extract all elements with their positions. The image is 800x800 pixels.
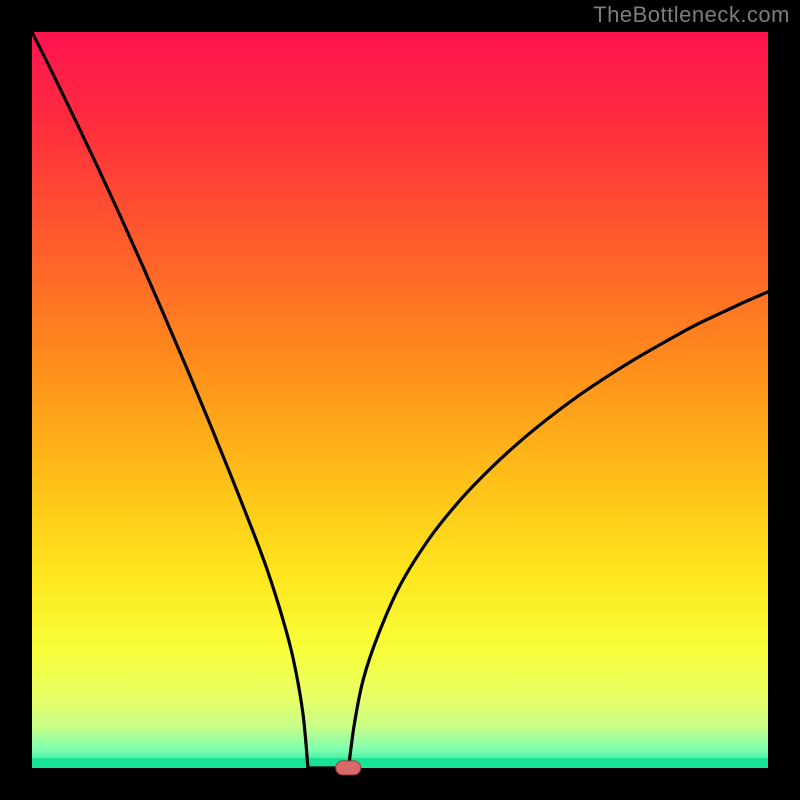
bottleneck-curve — [32, 32, 768, 768]
plot-area — [32, 32, 768, 768]
minimum-marker — [336, 760, 362, 775]
watermark-label: TheBottleneck.com — [593, 2, 790, 28]
chart-canvas: TheBottleneck.com — [0, 0, 800, 800]
